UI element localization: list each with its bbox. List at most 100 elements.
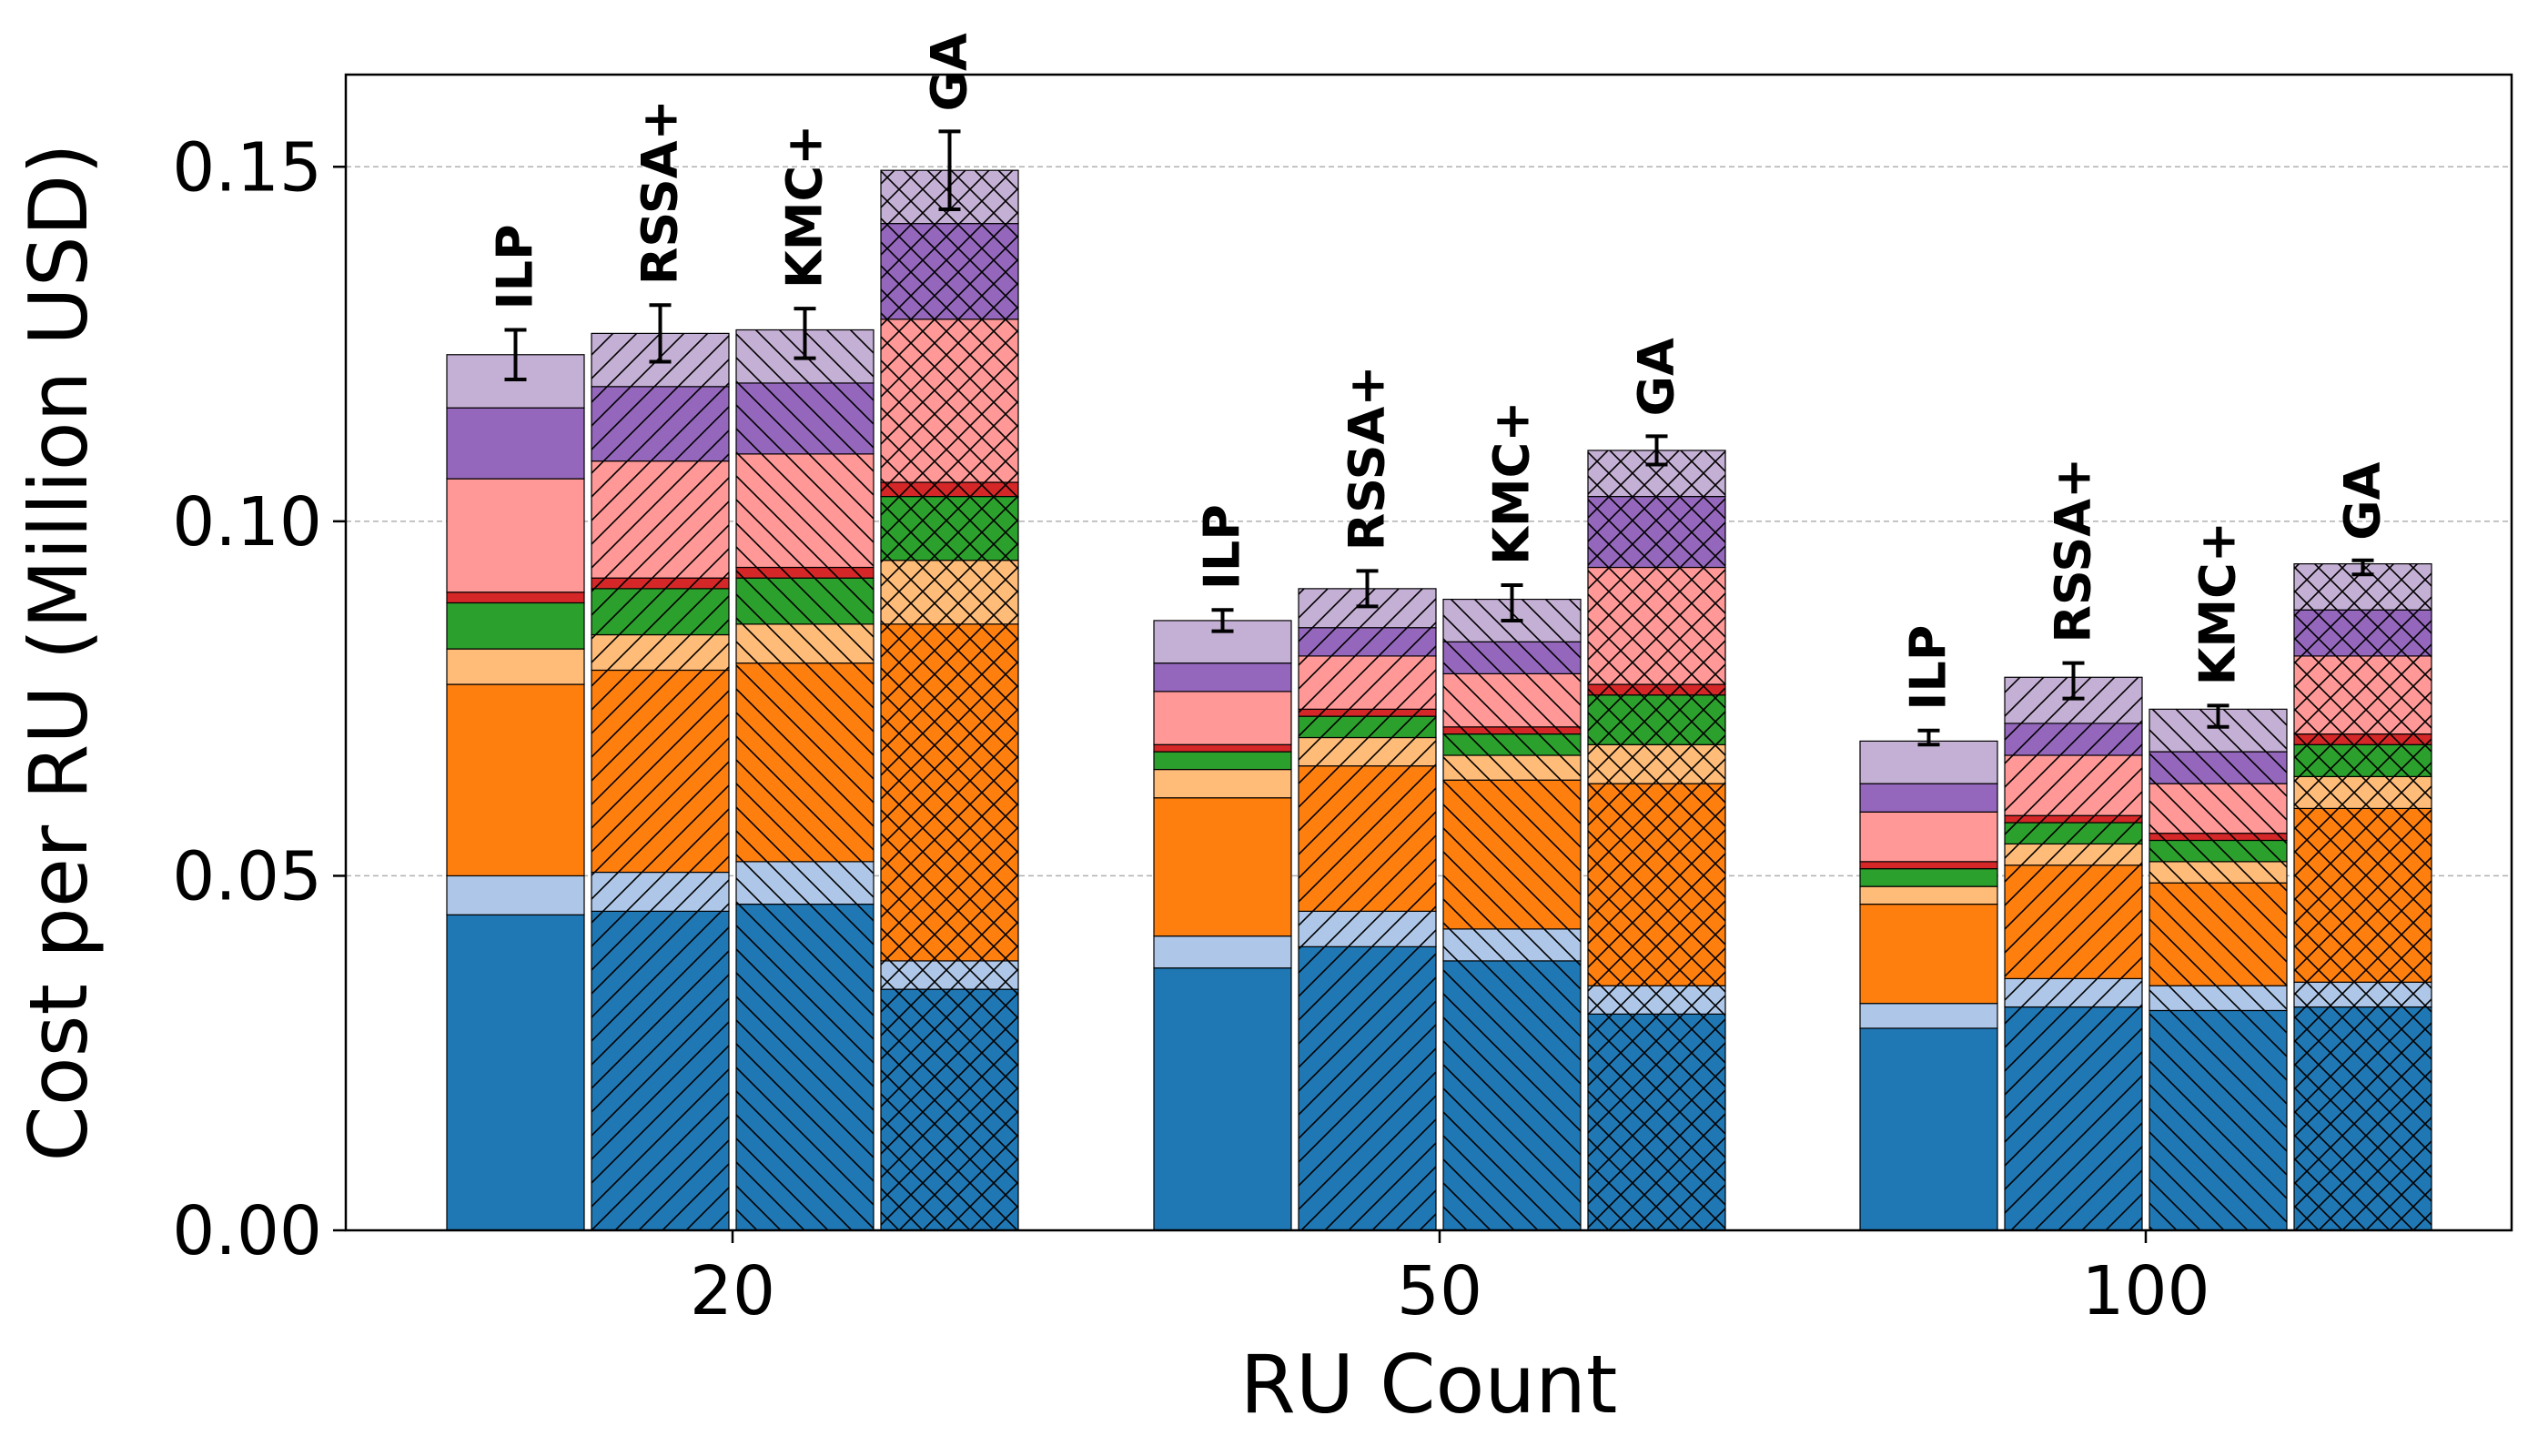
method-label: RSSA+ [632,99,689,285]
bar-segment [1859,868,1998,887]
bar-ga-50 [1587,450,1726,1231]
bar-segment-hatch [881,223,1018,319]
bar-segment [446,914,585,1231]
bar-segment [446,648,585,685]
bar-kmcplus-100 [2149,708,2288,1231]
bar-segment-hatch [736,623,874,663]
bar-segment-hatch [592,386,729,461]
method-label: GA [921,33,978,111]
y-axis-title: Cost per RU (Million USD) [12,143,106,1161]
bar-segment-hatch [592,588,729,635]
error-bar [1211,608,1234,633]
y-tick-label: 0.10 [172,483,322,561]
bar-segment-hatch [1588,567,1725,685]
bar-segment-hatch [1299,911,1436,947]
bar-segment [1859,885,1998,905]
error-bar [2207,703,2230,729]
bar-segment [1153,751,1292,771]
x-tick-label: 50 [1397,1252,1482,1330]
bar-segment [446,407,585,480]
bar-rssaplus-50 [1298,588,1437,1231]
bar-segment-hatch [736,453,874,568]
x-tick-label: 100 [2081,1252,2209,1330]
bar-rssaplus-100 [2004,676,2143,1231]
bar-segment-hatch [2005,1006,2142,1230]
bar-segment-hatch [736,382,874,454]
bar-segment-hatch [881,989,1018,1230]
bar-segment-hatch [2005,822,2142,844]
bar-segment-hatch [592,911,729,1230]
bar-ilp-20 [446,354,585,1231]
bar-segment-hatch [881,623,1018,961]
bar-segment-hatch [2294,655,2432,734]
bar-rssaplus-20 [591,332,730,1231]
bar-segment [446,592,585,604]
error-bar [1645,434,1668,467]
error-bar [1501,582,1523,622]
bar-segment-hatch [2294,808,2432,983]
bar-segment-hatch [736,662,874,862]
bar-segment-hatch [592,872,729,912]
bar-segment-hatch [881,560,1018,624]
bar-segment-hatch [2005,864,2142,979]
bar-segment-hatch [2294,776,2432,809]
bar-segment-hatch [2149,784,2287,834]
bar-segment [1153,797,1292,937]
method-label: KMC+ [2189,521,2247,685]
method-label: GA [2334,461,2391,540]
bar-segment-hatch [592,670,729,873]
method-label: ILP [487,224,544,309]
bar-segment-hatch [2005,723,2142,755]
method-label: RSSA+ [1339,365,1396,551]
bar-segment-hatch [1299,765,1436,912]
bar-segment-hatch [2294,1006,2432,1230]
bar-segment-hatch [2005,815,2142,823]
bar-segment-hatch [592,634,729,671]
bar-segment-hatch [1299,946,1436,1230]
bar-segment-hatch [2294,982,2432,1007]
bar-segment [446,478,585,593]
bar-segment-hatch [2294,733,2432,745]
bar-segment-hatch [592,578,729,589]
bar-segment-hatch [592,460,729,579]
bar-segment-hatch [736,578,874,624]
x-axis-title: RU Count [1240,1338,1618,1431]
bar-segment-hatch [1443,780,1581,929]
bar-segment-hatch [2294,744,2432,777]
bar-ga-100 [2293,563,2432,1231]
bar-segment-hatch [1588,1014,1725,1230]
bar-segment-hatch [1588,986,1725,1015]
bar-segment-hatch [1588,744,1725,784]
error-bar [649,303,672,364]
bar-kmcplus-50 [1442,598,1582,1231]
bar-segment [1859,903,1998,1005]
bar-segment-hatch [881,318,1018,483]
bar-ilp-100 [1859,740,1998,1231]
bar-segment-hatch [736,861,874,905]
method-label: GA [1628,338,1685,416]
bar-segment-hatch [2149,1010,2287,1230]
method-label: KMC+ [776,125,834,288]
bar-segment [1859,783,1998,813]
y-tick-label: 0.05 [172,837,322,915]
error-bar [2351,558,2374,577]
error-bar [1356,569,1379,609]
plot-frame [344,73,2513,1232]
bar-segment [1153,935,1292,969]
error-bar [1917,728,1940,747]
bar-segment-hatch [2005,754,2142,816]
bar-segment [1859,1027,1998,1231]
bar-segment-hatch [2294,610,2432,656]
bar-segment-hatch [881,960,1018,990]
bar-segment [1859,1003,1998,1029]
bar-segment-hatch [1443,642,1581,674]
bar-segment-hatch [1299,737,1436,766]
error-bar [2062,661,2085,701]
bar-ilp-50 [1153,620,1292,1231]
bar-segment [1153,691,1292,745]
bar-segment-hatch [1299,716,1436,738]
bar-segment-hatch [736,567,874,579]
bar-segment [1153,967,1292,1231]
bar-ga-20 [880,169,1019,1231]
